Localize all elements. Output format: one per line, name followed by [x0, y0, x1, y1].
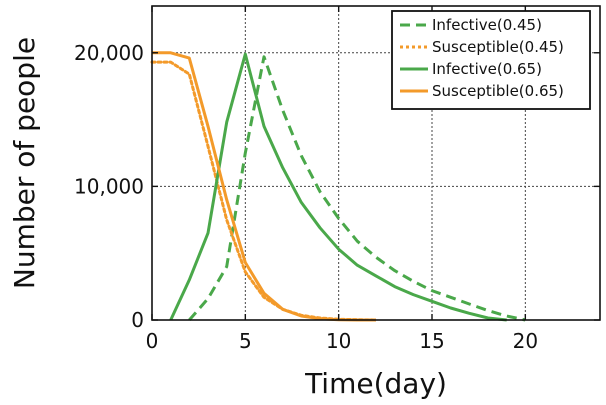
legend-entry: Infective(0.65)	[432, 60, 542, 78]
y-tick-label: 0	[131, 308, 144, 332]
x-tick-label: 5	[239, 329, 252, 353]
series-2	[169, 52, 507, 322]
series-0	[188, 55, 526, 322]
y-axis-label: Number of people	[8, 37, 41, 289]
series-line	[169, 52, 507, 322]
legend: Infective(0.45) Susceptible(0.45) Infectiv…	[391, 10, 591, 110]
x-axis-label: Time(day)	[304, 367, 447, 400]
x-tick-label: 20	[513, 329, 538, 353]
legend-entry: Infective(0.45)	[432, 16, 542, 34]
x-tick-label: 0	[146, 329, 159, 353]
legend-entry: Susceptible(0.45)	[432, 38, 564, 56]
plot-frame	[151, 5, 601, 321]
legend-box	[391, 10, 591, 110]
legend-entry: Susceptible(0.65)	[432, 82, 564, 100]
x-tick-label: 10	[326, 329, 351, 353]
axis-ticks: 0 5 10 15 20 0 10,000 20,000	[74, 6, 600, 353]
x-tick-label: 15	[419, 329, 444, 353]
series-line	[188, 55, 526, 322]
y-tick-label: 10,000	[74, 174, 144, 198]
y-tick-label: 20,000	[74, 41, 144, 65]
